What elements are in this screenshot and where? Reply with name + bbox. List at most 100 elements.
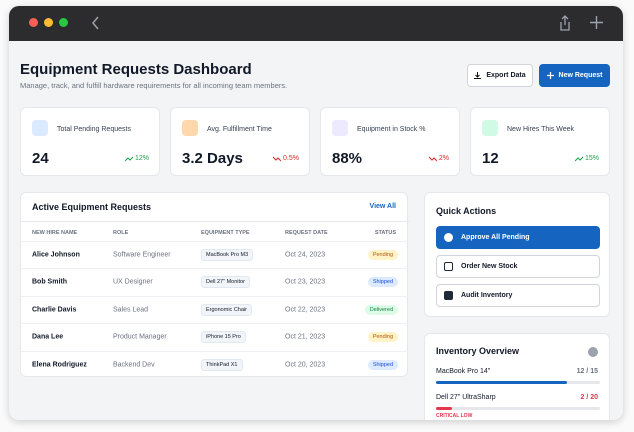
requests-table: Active Equipment Requests View All NEW H…: [20, 192, 409, 378]
quick-action-button[interactable]: Order New Stock: [436, 255, 600, 278]
column-header: ROLE: [113, 230, 129, 236]
column-header: REQUEST DATE: [285, 230, 328, 236]
stat-label: Equipment in Stock %: [357, 126, 426, 133]
plus-icon: [546, 72, 554, 79]
request-date: Oct 22, 2023: [285, 306, 326, 314]
stat-icon: [332, 120, 348, 136]
item-name: Dell 27" UltraSharp: [436, 394, 496, 401]
stat-value: 24: [32, 150, 49, 167]
trend-icon: [124, 156, 133, 161]
page-subtitle: Manage, track, and fulfill hardware requ…: [20, 81, 288, 90]
stat-icon: [182, 120, 198, 136]
item-stock: 2 / 20: [580, 394, 598, 401]
view-all-link[interactable]: View All: [369, 203, 396, 210]
page-title: Equipment Requests Dashboard: [20, 61, 252, 78]
status-badge: Shipped: [367, 277, 398, 288]
info-icon[interactable]: [588, 347, 598, 357]
hire-name: Charlie Davis: [32, 306, 77, 314]
table-row: Charlie Davis Sales Lead Ergonomic Chair Oc…: [21, 295, 409, 323]
table-row: Alice Johnson Software Engineer MacBook Pr…: [21, 241, 409, 268]
divider: [21, 221, 409, 222]
action-icon: [444, 262, 453, 271]
role: UX Designer: [113, 278, 153, 286]
browser-window: Equipment Requests Dashboard Manage, tra…: [9, 6, 623, 420]
browser-toolbar: [9, 6, 623, 41]
role: Product Manager: [113, 333, 167, 341]
download-icon: [474, 72, 482, 79]
export-label: Export Data: [486, 72, 526, 79]
table-row: Elena Rodriguez Backend Dev ThinkPad X1 Oct…: [21, 350, 409, 378]
trend-value: 2%: [438, 155, 449, 162]
trend-value: 12%: [134, 155, 149, 162]
inventory-title: Inventory Overview: [436, 346, 520, 356]
stat-trend: 0.5%: [273, 155, 299, 162]
equipment-chip: iPhone 15 Pro: [201, 331, 246, 344]
role: Sales Lead: [113, 306, 149, 314]
item-stock: 12 / 15: [576, 368, 598, 375]
action-icon: [444, 291, 453, 300]
action-icon: [444, 233, 453, 242]
trend-icon: [574, 156, 583, 161]
stat-label: New Hires This Week: [507, 126, 575, 133]
close-button[interactable]: [29, 18, 38, 27]
minimize-button[interactable]: [44, 18, 53, 27]
export-button[interactable]: Export Data: [467, 64, 533, 87]
request-date: Oct 23, 2023: [285, 278, 326, 286]
new-request-label: New Request: [558, 72, 603, 79]
stat-value: 88%: [332, 150, 363, 167]
stat-label: Avg. Fulfillment Time: [207, 126, 272, 133]
share-button[interactable]: [559, 15, 571, 31]
new-tab-button[interactable]: [590, 16, 603, 29]
stat-icon: [482, 120, 498, 136]
stock-track: [436, 381, 600, 384]
trend-value: 15%: [584, 155, 599, 162]
item-name: MacBook Pro 14": [436, 368, 491, 375]
action-label: Order New Stock: [461, 263, 518, 270]
equipment-chip: Dell 27" Monitor: [201, 276, 250, 289]
hire-name: Elena Rodriguez: [32, 361, 87, 369]
table-row: Dana Lee Product Manager iPhone 15 Pro Oct …: [21, 323, 409, 350]
stat-value: 12: [482, 150, 499, 167]
trend-value: 0.5%: [283, 155, 299, 162]
role: Backend Dev: [113, 361, 155, 369]
request-date: Oct 20, 2023: [285, 361, 326, 369]
request-date: Oct 21, 2023: [285, 333, 326, 341]
status-badge: Shipped: [367, 359, 398, 370]
status-badge: Pending: [367, 332, 398, 343]
equipment-chip: Ergonomic Chair: [201, 303, 252, 316]
back-button[interactable]: [91, 16, 101, 30]
quick-action-button[interactable]: Approve All Pending: [436, 226, 600, 249]
hire-name: Dana Lee: [32, 333, 64, 341]
equipment-chip: ThinkPad X1: [201, 358, 243, 371]
stat-trend: 15%: [574, 155, 599, 162]
trend-icon: [273, 156, 282, 161]
hire-name: Alice Johnson: [32, 251, 80, 259]
table-row: Bob Smith UX Designer Dell 27" Monitor Oct …: [21, 268, 409, 295]
stat-label: Total Pending Requests: [57, 126, 131, 133]
quick-action-button[interactable]: Audit Inventory: [436, 284, 600, 307]
quick-actions: Quick Actions Approve All Pending Order N…: [424, 192, 610, 317]
stat-card: Avg. Fulfillment Time 3.2 Days 0.5%: [170, 107, 310, 176]
new-request-button[interactable]: New Request: [539, 64, 610, 87]
stat-card: Total Pending Requests 24 12%: [20, 107, 160, 176]
equipment-chip: MacBook Pro M3: [201, 249, 254, 261]
status-badge: Delivered: [364, 304, 398, 315]
request-date: Oct 24, 2023: [285, 251, 326, 259]
status-badge: Pending: [367, 250, 398, 260]
stat-card: New Hires This Week 12 15%: [470, 107, 610, 176]
stat-card: Equipment in Stock % 88% 2%: [320, 107, 460, 176]
zoom-button[interactable]: [59, 18, 68, 27]
quick-actions-title: Quick Actions: [436, 206, 497, 216]
column-header: NEW HIRE NAME: [32, 230, 78, 236]
stat-trend: 12%: [124, 155, 149, 162]
role: Software Engineer: [113, 251, 171, 259]
trend-icon: [428, 156, 437, 161]
action-label: Audit Inventory: [461, 292, 513, 299]
stock-bar: [436, 407, 453, 410]
stock-bar: [436, 381, 568, 384]
inventory-overview: Inventory Overview MacBook Pro 14" 12 / 1…: [424, 333, 610, 420]
stock-alert: CRITICAL LOW: [436, 413, 473, 419]
table-title: Active Equipment Requests: [32, 202, 152, 212]
column-header: EQUIPMENT TYPE: [201, 230, 250, 236]
